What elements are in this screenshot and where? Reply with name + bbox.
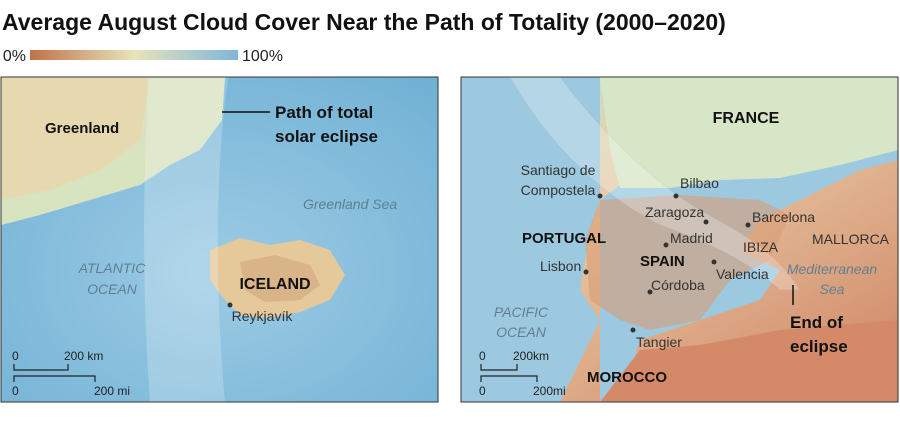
label: Sea (820, 281, 845, 297)
label: Santiago de (521, 162, 596, 178)
label: Path of total (275, 103, 373, 122)
label: MOROCCO (587, 369, 667, 386)
label: End of (790, 313, 843, 332)
right-frame (460, 76, 899, 403)
scale-bar (480, 364, 538, 382)
title: Average August Cloud Cover Near the Path… (2, 9, 726, 35)
label: Greenland Sea (303, 196, 397, 212)
label: OCEAN (496, 324, 547, 340)
label: Valencia (716, 266, 769, 282)
label: MALLORCA (812, 231, 890, 247)
left-map (1, 77, 438, 402)
label: eclipse (790, 337, 848, 356)
label: Mediterranean (787, 261, 877, 277)
scale-bar (13, 364, 96, 382)
label: Greenland (45, 120, 119, 137)
label: OCEAN (87, 281, 138, 297)
scale-label: 200km (513, 349, 549, 363)
legend-label: 100% (242, 48, 283, 65)
scale-label: 200 km (64, 349, 103, 363)
label: ATLANTIC (78, 260, 147, 276)
scale-label: 0 (479, 349, 486, 363)
right-map (461, 77, 898, 402)
label: Zaragoza (645, 204, 704, 220)
scale-label: 200mi (533, 384, 566, 398)
label: Compostela (521, 182, 596, 198)
legend-label: 0% (3, 48, 26, 65)
label: FRANCE (713, 110, 780, 127)
label: PORTUGAL (522, 230, 606, 247)
scale-label: 0 (12, 349, 19, 363)
scale-label: 0 (479, 384, 486, 398)
label: Lisbon (540, 258, 581, 274)
label: Madrid (670, 230, 713, 246)
label: PACIFIC (494, 304, 549, 320)
left-frame (0, 76, 439, 403)
label: Reykjavík (232, 308, 294, 324)
label: Bilbao (680, 175, 719, 191)
label: solar eclipse (275, 127, 378, 146)
label: Tangier (636, 334, 682, 350)
label: ICELAND (239, 276, 310, 293)
label: Córdoba (651, 277, 705, 293)
label: SPAIN (640, 253, 685, 270)
label: IBIZA (743, 239, 779, 255)
legend-bar (30, 50, 238, 60)
scale-label: 200 mi (94, 384, 130, 398)
label: Barcelona (752, 209, 815, 225)
scale-label: 0 (12, 384, 19, 398)
